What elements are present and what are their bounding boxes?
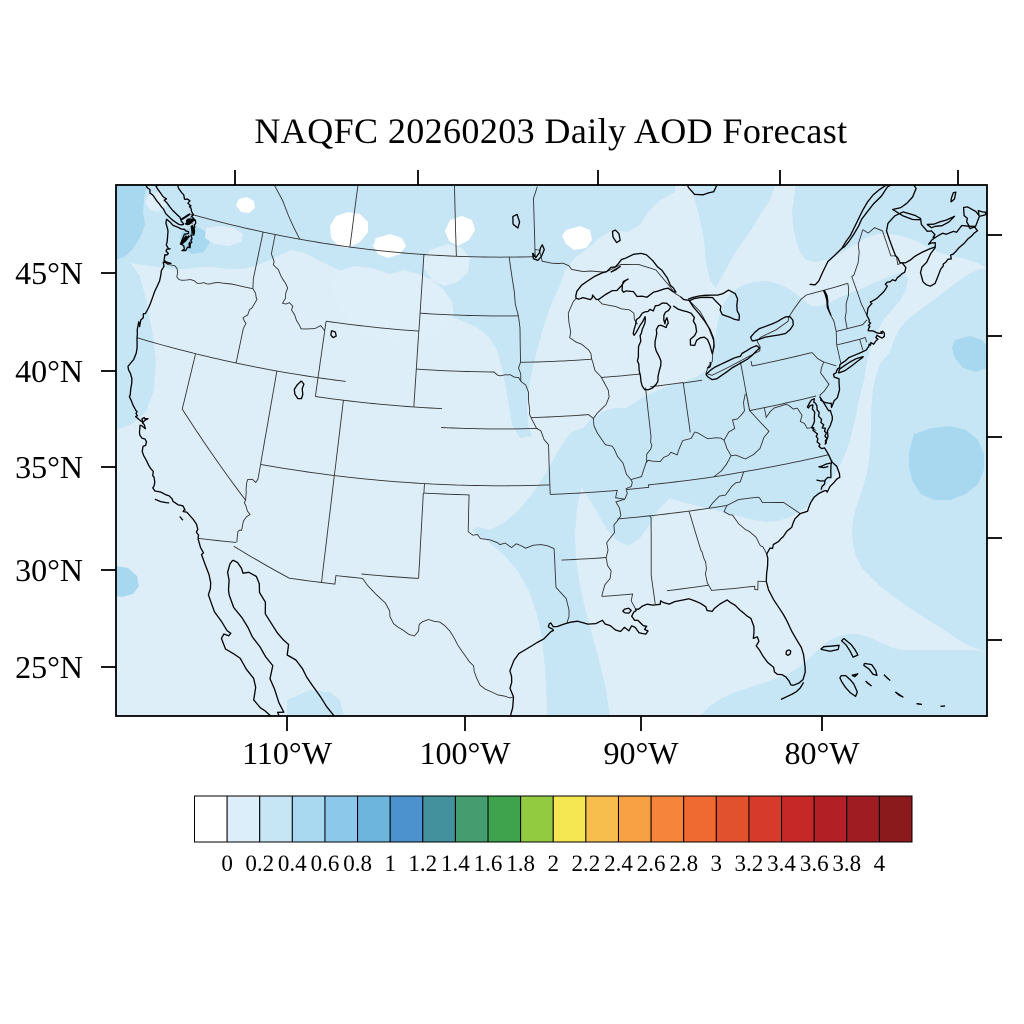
svg-text:110°W: 110°W [242,735,333,771]
svg-text:3.2: 3.2 [735,851,764,876]
svg-text:1.2: 1.2 [408,851,437,876]
svg-text:1: 1 [384,851,396,876]
svg-text:1.4: 1.4 [441,851,470,876]
svg-text:30°N: 30°N [15,552,83,588]
svg-text:1.8: 1.8 [506,851,535,876]
svg-text:40°N: 40°N [15,353,83,389]
svg-text:100°W: 100°W [420,735,512,771]
svg-text:2.2: 2.2 [572,851,601,876]
svg-text:25°N: 25°N [15,649,83,685]
svg-text:0.4: 0.4 [278,851,307,876]
svg-text:0: 0 [221,851,233,876]
svg-text:90°W: 90°W [604,735,680,771]
svg-text:3.4: 3.4 [767,851,796,876]
svg-text:2: 2 [547,851,559,876]
svg-text:0.8: 0.8 [343,851,372,876]
svg-text:45°N: 45°N [15,255,83,291]
svg-text:35°N: 35°N [15,449,83,485]
svg-text:4: 4 [874,851,886,876]
svg-text:1.6: 1.6 [474,851,503,876]
svg-text:3.6: 3.6 [800,851,829,876]
svg-text:2.4: 2.4 [604,851,633,876]
svg-text:3: 3 [711,851,723,876]
svg-text:2.8: 2.8 [669,851,698,876]
svg-text:0.6: 0.6 [311,851,340,876]
svg-text:NAQFC 20260203 Daily AOD Forec: NAQFC 20260203 Daily AOD Forecast [254,111,847,151]
svg-text:3.8: 3.8 [832,851,861,876]
svg-text:2.6: 2.6 [637,851,666,876]
svg-text:80°W: 80°W [785,735,861,771]
svg-text:0.2: 0.2 [245,851,274,876]
